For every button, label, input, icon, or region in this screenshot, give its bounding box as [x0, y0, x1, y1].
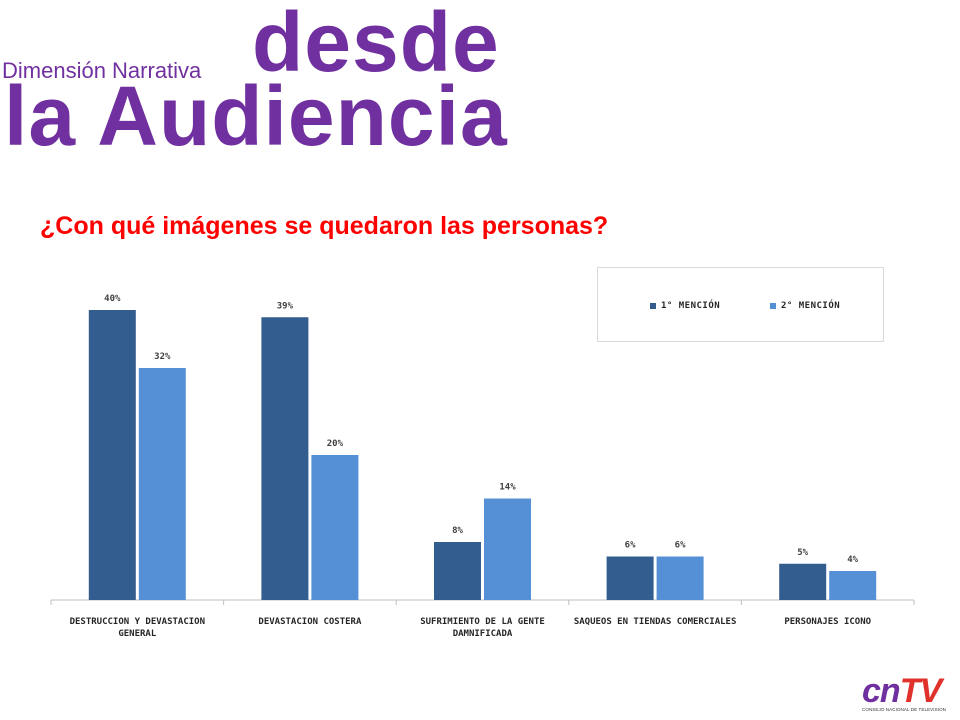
legend-item-series2: 2° MENCIÓN	[770, 301, 840, 311]
logo-tv: TV	[899, 672, 942, 710]
data-label-series1-cat2: 8%	[452, 526, 463, 536]
category-label-0-line0: DESTRUCCION Y DEVASTACION	[70, 617, 205, 627]
legend-swatch-series2	[770, 303, 776, 309]
legend-label-series1: 1° MENCIÓN	[661, 301, 721, 311]
category-label-3-line0: SAQUEOS EN TIENDAS COMERCIALES	[574, 617, 737, 627]
category-label-2-line1: DAMNIFICADA	[453, 629, 513, 639]
bar-series1-cat4	[779, 563, 827, 600]
legend-swatch-series1	[650, 303, 656, 309]
bar-series2-cat1	[311, 455, 359, 600]
cntv-logo: cnTV CONSEJO NACIONAL DE TELEVISION	[862, 674, 958, 720]
header-title-audiencia: la Audiencia	[4, 69, 508, 163]
bar-series2-cat3	[656, 556, 704, 600]
bar-series1-cat2	[434, 542, 481, 600]
data-label-series2-cat4: 4%	[847, 555, 858, 565]
bar-series1-cat0	[88, 310, 136, 600]
data-label-series1-cat1: 39%	[277, 301, 294, 311]
category-label-0-line1: GENERAL	[118, 629, 157, 639]
bar-series2-cat0	[138, 368, 186, 600]
chart-question: ¿Con qué imágenes se quedaron las person…	[40, 212, 609, 240]
chart-legend: 1° MENCIÓN 2° MENCIÓN	[597, 267, 884, 342]
logo-wordmark: cnTV	[862, 674, 958, 708]
legend-item-series1: 1° MENCIÓN	[650, 301, 720, 311]
data-label-series1-cat3: 6%	[625, 541, 636, 551]
data-label-series2-cat3: 6%	[675, 541, 686, 551]
category-label-4-line0: PERSONAJES ICONO	[784, 617, 871, 627]
logo-tagline: CONSEJO NACIONAL DE TELEVISION	[862, 707, 947, 712]
legend-label-series2: 2° MENCIÓN	[781, 301, 841, 311]
data-label-series2-cat2: 14%	[499, 483, 516, 493]
bar-series1-cat1	[261, 317, 309, 600]
bar-series2-cat2	[484, 498, 531, 600]
data-label-series1-cat4: 5%	[797, 548, 808, 558]
header-title-desde: desde	[252, 0, 500, 89]
category-label-2-line0: SUFRIMIENTO DE LA GENTE	[420, 617, 545, 627]
data-label-series1-cat0: 40%	[104, 294, 121, 304]
data-label-series2-cat1: 20%	[327, 439, 344, 449]
logo-cn: cn	[862, 672, 901, 710]
bar-series1-cat3	[606, 556, 654, 600]
header-subtitle: Dimensión Narrativa	[2, 58, 202, 83]
category-label-1-line0: DEVASTACION COSTERA	[258, 617, 362, 627]
data-label-series2-cat0: 32%	[154, 352, 171, 362]
bar-series2-cat4	[829, 571, 877, 600]
